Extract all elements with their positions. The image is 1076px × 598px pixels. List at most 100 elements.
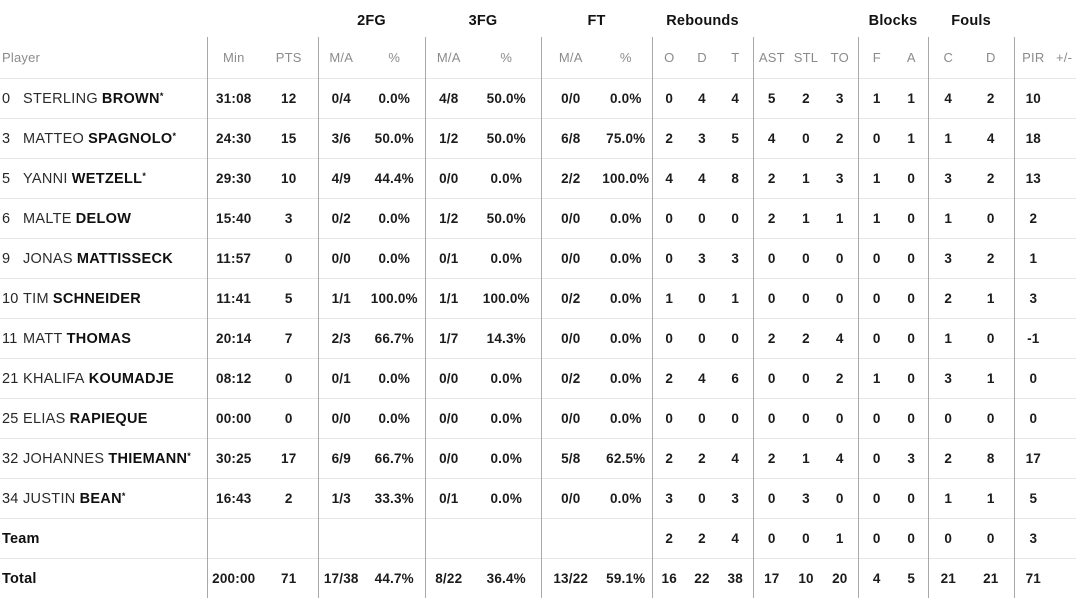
stat-cell--: 0.0% [600,479,652,519]
stat-cell-pir: -1 [1014,319,1052,359]
stat-cell-pts: 17 [260,439,318,479]
stat-cell--: 62.5% [600,439,652,479]
stat-cell-stl: 0 [790,119,822,159]
stat-cell-pir: 71 [1014,559,1052,598]
stat-cell-a: 0 [895,359,928,399]
stat-cell--: 100.0% [364,279,425,319]
stat-cell-f: 0 [858,479,895,519]
stat-cell-m-a: 1/1 [318,279,364,319]
stat-cell-d: 0 [686,479,718,519]
stat-cell-min: 20:14 [207,319,260,359]
stat-cell--: 0.0% [600,79,652,119]
stat-cell-a: 0 [895,519,928,559]
stat-cell-c: 1 [928,319,968,359]
stat-cell-to: 4 [822,439,858,479]
stat-cell-m-a: 1/3 [318,479,364,519]
stat-cell-min: 31:08 [207,79,260,119]
stat-cell-o: 16 [652,559,686,598]
stat-cell-t: 0 [718,319,753,359]
stat-cell-to: 20 [822,559,858,598]
stat-cell-pts [260,519,318,559]
stat-cell-to: 3 [822,79,858,119]
stat-cell-to: 1 [822,199,858,239]
stat-cell-t: 3 [718,479,753,519]
stat-cell-c: 3 [928,359,968,399]
stat-cell--: 0.0% [600,319,652,359]
stat-cell-m-a: 4/9 [318,159,364,199]
stat-cell--: 0.0% [364,199,425,239]
group-header-spacer [753,0,858,37]
stat-cell-pts: 0 [260,399,318,439]
stat-cell-m-a: 0/2 [541,279,600,319]
player-number: 10 [2,291,19,307]
stat-cell-f: 0 [858,119,895,159]
starter-mark: * [172,131,176,141]
stat-cell--: 14.3% [472,319,541,359]
stat-cell-d: 2 [968,79,1014,119]
stat-cell-m-a: 0/1 [318,359,364,399]
stat-cell-stl: 10 [790,559,822,598]
stat-cell-ast: 2 [753,319,790,359]
stat-cell-m-a: 0/4 [318,79,364,119]
stat-cell-a: 3 [895,439,928,479]
stat-cell-t: 3 [718,239,753,279]
stat-cell-f: 1 [858,79,895,119]
stat-cell-a: 0 [895,199,928,239]
player-last-name: WETZELL [72,171,143,187]
stat-cell-t: 8 [718,159,753,199]
player-number: 34 [2,491,19,507]
stat-cell--: 0.0% [472,439,541,479]
player-first-name: TIM [23,291,49,307]
stat-cell-min: 08:12 [207,359,260,399]
player-last-name: THOMAS [67,331,132,347]
stat-cell--: 100.0% [472,279,541,319]
column-header-d: D [968,37,1014,79]
stat-cell-min: 200:00 [207,559,260,598]
stat-cell-d: 4 [686,159,718,199]
stat-cell-a: 0 [895,159,928,199]
stat-cell-to: 3 [822,159,858,199]
stat-cell-t: 4 [718,519,753,559]
column-header-ast: AST [753,37,790,79]
player-number: 0 [2,91,19,107]
stat-cell-m-a: 0/0 [541,319,600,359]
stat-cell-f: 1 [858,159,895,199]
player-first-name: KHALIFA [23,371,85,387]
stat-cell-a: 0 [895,479,928,519]
stat-cell-pts: 3 [260,199,318,239]
stat-cell-m-a [541,519,600,559]
stat-cell-pts: 7 [260,319,318,359]
stat-cell-+-- [1052,479,1076,519]
stat-cell-to: 4 [822,319,858,359]
stat-cell-pts: 15 [260,119,318,159]
stat-cell-c: 21 [928,559,968,598]
stat-cell--: 0.0% [600,359,652,399]
stat-cell-pir: 2 [1014,199,1052,239]
stat-cell-m-a: 0/2 [541,359,600,399]
column-header-m-a: M/A [425,37,472,79]
stat-cell-m-a: 3/6 [318,119,364,159]
stat-cell-d: 0 [968,199,1014,239]
stat-cell-d: 4 [686,79,718,119]
stat-cell-+-- [1052,319,1076,359]
stat-cell-d: 0 [968,399,1014,439]
player-first-name: YANNI [23,171,68,187]
stat-cell--: 50.0% [472,79,541,119]
starter-mark: * [142,171,146,181]
group-header-ft: FT [541,0,652,37]
stat-cell-min: 00:00 [207,399,260,439]
stat-cell-m-a: 5/8 [541,439,600,479]
stat-cell-pts: 71 [260,559,318,598]
stat-cell-m-a: 0/0 [425,159,472,199]
stat-cell-ast: 2 [753,159,790,199]
stat-cell--: 0.0% [364,239,425,279]
player-last-name: SCHNEIDER [53,291,141,307]
stat-cell-d: 3 [686,119,718,159]
stat-cell-m-a: 0/0 [541,199,600,239]
